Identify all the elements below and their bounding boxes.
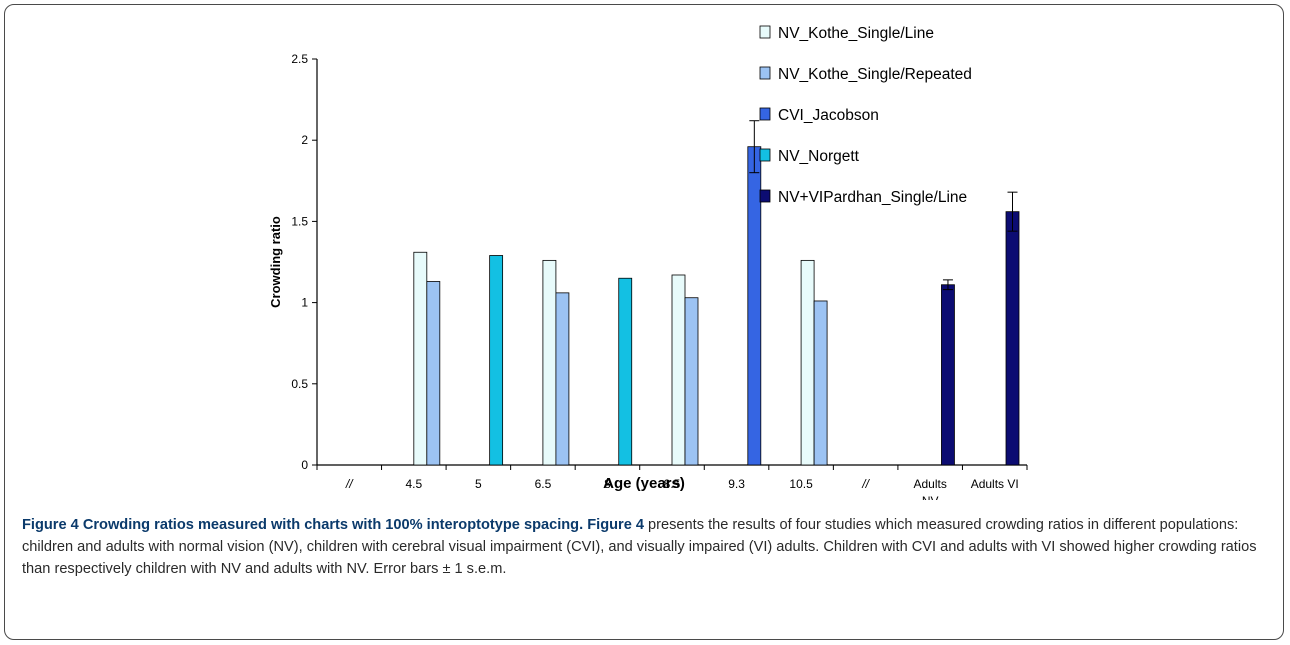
bar-nv-kothe-single-repeated [813, 300, 828, 466]
figure-caption: Figure 4 Crowding ratios measured with c… [22, 514, 1262, 580]
x-tick-label: // [861, 477, 870, 491]
legend-label: NV_Kothe_Single/Line [778, 25, 934, 42]
legend-swatch [759, 148, 771, 162]
legend-label: CVI_Jacobson [778, 107, 879, 124]
chart-error-bars [749, 120, 1018, 291]
y-tick-label: 2 [301, 133, 308, 147]
x-tick-labels: // 4.5 5 6.5 8 8.5 9.3 10.5 // AdultsNV Adults VI [345, 477, 1019, 500]
x-tick-label: Adults VI [971, 477, 1019, 491]
x-tick-label: 8.5 [664, 477, 681, 491]
y-tick-label: 0 [301, 458, 308, 472]
bar-cvi-jacobson [747, 146, 762, 466]
y-tick-label: 0.5 [291, 377, 308, 391]
legend-label: NV_Norgett [778, 148, 860, 165]
x-axis-label: Age (years) [603, 475, 685, 492]
x-tick-label: // [345, 477, 354, 491]
x-tick-label: 10.5 [789, 477, 813, 491]
y-tick-label: 1 [301, 296, 308, 310]
legend-label: NV+VIPardhan_Single/Line [778, 189, 967, 206]
legend-swatch [759, 107, 771, 121]
bar-nv-kothe-single-line [800, 259, 815, 466]
x-tick-label: 4.5 [405, 477, 422, 491]
y-axis-label: Crowding ratio [268, 216, 283, 308]
bar-nv-kothe-single-line [671, 274, 686, 466]
legend-swatch [759, 189, 771, 203]
legend-swatch [759, 66, 771, 80]
x-tick-label: 6.5 [535, 477, 552, 491]
legend-label: NV_Kothe_Single/Repeated [778, 66, 972, 83]
x-tick-label: AdultsNV [914, 477, 947, 500]
bar-nv-norgett [618, 277, 633, 466]
y-tick-label: 2.5 [291, 52, 308, 66]
figure-frame [4, 4, 1284, 640]
x-tick-label: 5 [475, 477, 482, 491]
bar-nv-kothe-single-repeated [555, 292, 570, 466]
chart-bars [413, 146, 1020, 466]
caption-title: Figure 4 Crowding ratios measured with c… [22, 517, 584, 533]
bar-nv-kothe-single-line [413, 251, 428, 466]
y-tick-label: 1.5 [291, 214, 308, 228]
x-tick-label: 9.3 [728, 477, 745, 491]
bar-nv-kothe-single-line [542, 259, 557, 466]
legend-swatch [759, 25, 771, 39]
bar-nv-vipardhan-single-line [1005, 211, 1020, 466]
x-tick-label: 8 [604, 477, 611, 491]
chart-legend: NV_Kothe_Single/Line NV_Kothe_Single/Repe… [759, 25, 972, 206]
crowding-ratio-chart: //4.556.588.59.310.5//AdultsNVAdults VI … [268, 25, 1028, 500]
bar-nv-kothe-single-repeated [426, 281, 441, 466]
bar-nv-kothe-single-repeated [684, 297, 699, 466]
bar-nv-norgett [489, 255, 504, 466]
caption-body: presents the results of four studies whi… [22, 517, 1257, 577]
bar-nv-vipardhan-single-line [941, 284, 955, 466]
caption-figure-ref: Figure 4 [587, 517, 644, 533]
y-tick-labels: 0 0.5 1 1.5 2 2.5 [291, 52, 308, 472]
